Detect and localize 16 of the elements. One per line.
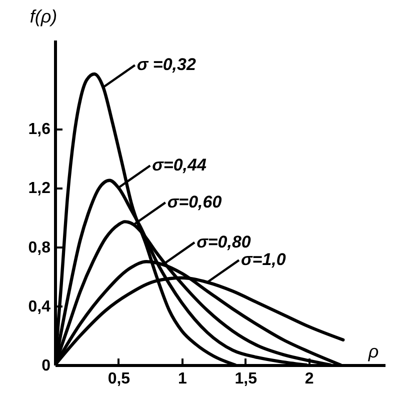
y-tick-label: 0,8 <box>28 239 51 256</box>
x-tick-label: 1,5 <box>234 370 258 388</box>
x-tick-label: 0,5 <box>108 370 130 388</box>
x-tick-label: 2 <box>304 370 314 388</box>
legend-label: σ=1,0 <box>240 250 286 270</box>
x-axis-title: ρ <box>367 342 379 362</box>
y-axis-title: f(ρ) <box>30 6 58 26</box>
legend-label: σ=0,44 <box>152 156 207 175</box>
x-tick-label: 1 <box>178 370 187 388</box>
y-tick-label: 0 <box>42 358 51 374</box>
y-tick-label: 1,2 <box>28 180 51 198</box>
legend-label: σ=0,80 <box>196 232 252 252</box>
legend-label: σ =0,32 <box>136 55 196 74</box>
y-tick-label: 1,6 <box>28 121 51 138</box>
y-tick-label: 0,4 <box>28 298 51 316</box>
legend-label: σ=0,60 <box>167 192 222 212</box>
